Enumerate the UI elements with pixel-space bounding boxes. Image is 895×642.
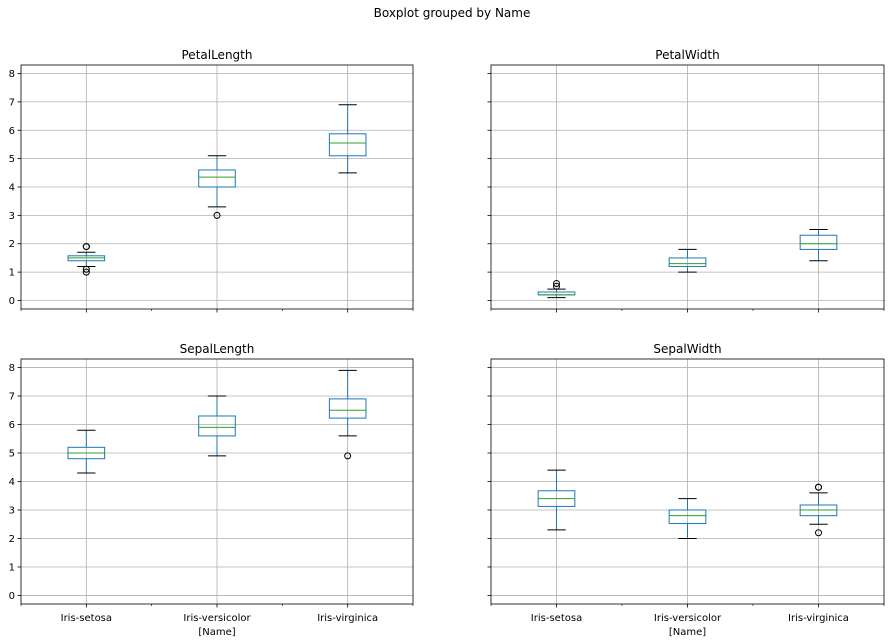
y-tick-label: 1 bbox=[9, 562, 15, 573]
iqr-box bbox=[328, 398, 367, 419]
box-iris-setosa bbox=[537, 469, 576, 531]
x-tick-label: Iris-setosa bbox=[61, 613, 112, 624]
iqr-box bbox=[198, 169, 236, 188]
iqr-box bbox=[668, 509, 707, 525]
figure-suptitle: Boxplot grouped by Name bbox=[374, 6, 531, 20]
outlier-point bbox=[344, 452, 352, 460]
y-tick-label: 5 bbox=[9, 154, 15, 165]
y-tick-label: 6 bbox=[9, 420, 15, 431]
subplot-title: SepalLength bbox=[180, 342, 255, 356]
y-tick-label: 7 bbox=[9, 97, 15, 108]
subplot-title: PetalWidth bbox=[655, 48, 719, 62]
y-tick-label: 2 bbox=[9, 534, 15, 545]
y-tick-label: 8 bbox=[9, 69, 15, 80]
box-iris-virginica bbox=[799, 229, 838, 262]
subplot-petalwidth: PetalWidth bbox=[487, 48, 885, 313]
outlier-point bbox=[815, 529, 822, 537]
subplot-sepallength: 0 1 2 3 4 5 6 7 8 Iris-setosa Iris-versicolor Iris-… bbox=[9, 342, 414, 638]
y-tick-label: 4 bbox=[9, 477, 15, 488]
y-tick-label: 0 bbox=[9, 296, 15, 307]
subplot-sepalwidth: Iris-setosa Iris-versicolor Iris-virginica… bbox=[487, 342, 885, 638]
x-tick-label: Iris-virginica bbox=[317, 613, 378, 624]
y-tick-label: 3 bbox=[9, 211, 15, 222]
x-tick-label: Iris-setosa bbox=[531, 613, 582, 624]
y-tick-label: 4 bbox=[9, 183, 15, 194]
outlier-point bbox=[553, 279, 560, 287]
box-iris-virginica bbox=[328, 104, 367, 174]
x-tick-label: Iris-versicolor bbox=[183, 613, 251, 624]
x-tick-label: Iris-virginica bbox=[788, 613, 849, 624]
x-axis-label: [Name] bbox=[198, 627, 235, 638]
y-tick-label: 0 bbox=[9, 591, 15, 602]
y-tick-label: 8 bbox=[9, 363, 15, 374]
subplot-title: SepalWidth bbox=[653, 342, 721, 356]
iqr-box bbox=[668, 257, 707, 267]
axes-frame bbox=[20, 64, 414, 310]
subplot-title: PetalLength bbox=[182, 48, 253, 62]
box-iris-versicolor bbox=[198, 395, 236, 457]
outlier-point bbox=[815, 483, 822, 491]
iqr-box bbox=[198, 415, 236, 437]
box-iris-setosa bbox=[537, 279, 576, 299]
axes-frame bbox=[490, 64, 885, 310]
box-iris-versicolor bbox=[198, 155, 236, 219]
box-iris-virginica bbox=[799, 483, 838, 537]
outlier-point bbox=[82, 243, 90, 251]
outlier-point bbox=[82, 268, 90, 276]
iqr-box bbox=[328, 133, 367, 157]
box-iris-setosa bbox=[67, 429, 106, 474]
axes-frame bbox=[490, 358, 885, 605]
subplot-petallength: 0 1 2 3 4 5 6 7 8 PetalLength bbox=[9, 48, 414, 313]
y-tick-label: 7 bbox=[9, 392, 15, 403]
box-iris-setosa bbox=[67, 243, 106, 276]
iqr-box bbox=[799, 234, 838, 250]
axes-frame bbox=[20, 358, 414, 605]
y-tick-label: 1 bbox=[9, 268, 15, 279]
y-tick-label: 5 bbox=[9, 449, 15, 460]
x-axis-label: [Name] bbox=[669, 627, 706, 638]
box-iris-versicolor bbox=[668, 498, 707, 539]
box-iris-virginica bbox=[328, 369, 367, 460]
y-tick-label: 2 bbox=[9, 239, 15, 250]
x-tick-label: Iris-versicolor bbox=[654, 613, 722, 624]
box-iris-versicolor bbox=[668, 248, 707, 273]
subplot-grid: 0 1 2 3 4 5 6 7 8 PetalLength PetalWidth 0 1 2 3 4 5 6 7 8 I… bbox=[9, 48, 885, 638]
outlier-point bbox=[82, 265, 90, 273]
y-tick-label: 3 bbox=[9, 505, 15, 516]
outlier-point bbox=[553, 282, 560, 290]
outlier-point bbox=[213, 211, 221, 219]
y-tick-label: 6 bbox=[9, 126, 15, 137]
